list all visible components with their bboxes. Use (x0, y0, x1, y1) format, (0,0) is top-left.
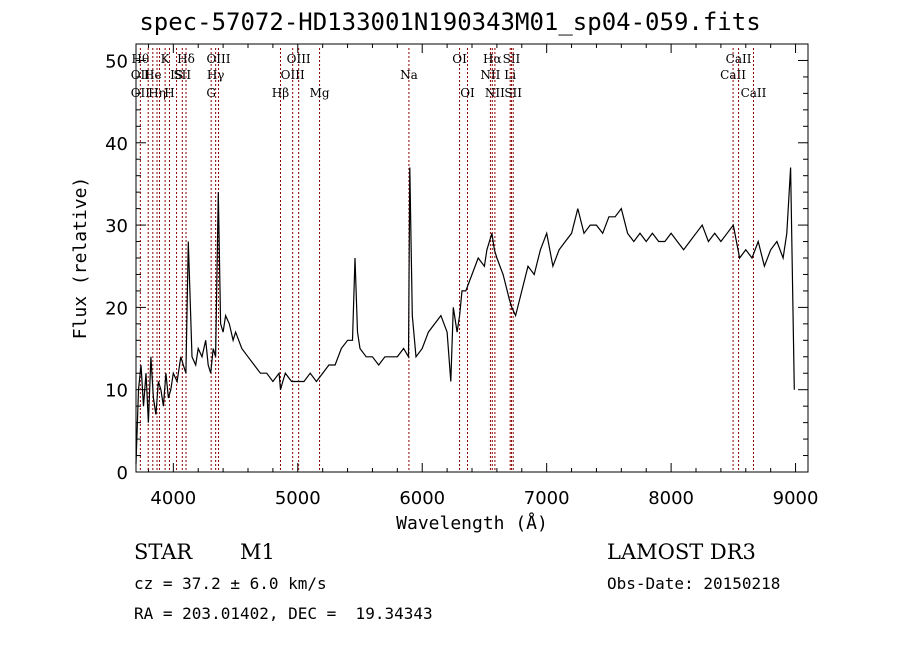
obs-date-label: Obs-Date: 20150218 (607, 574, 781, 593)
y-tick-label: 10 (105, 381, 128, 402)
spectral-line-label: CaII (720, 68, 746, 82)
spectral-line-label: NII (480, 68, 500, 82)
object-subclass: M1 (240, 540, 275, 564)
spectral-line-label: Li (504, 68, 516, 82)
spectral-line-label: Na (400, 68, 418, 82)
x-tick-label: 5000 (275, 488, 321, 509)
x-tick-label: 6000 (399, 488, 445, 509)
spectral-line-label: Hγ (207, 68, 225, 82)
x-tick-label: 4000 (150, 488, 196, 509)
spectral-line-label: SII (173, 68, 191, 82)
y-tick-label: 40 (105, 134, 128, 155)
x-tick-label: 7000 (524, 488, 570, 509)
spectral-line-label: H (164, 86, 174, 100)
x-tick-label: 9000 (773, 488, 819, 509)
spectral-line-label: SII (503, 52, 521, 66)
x-axis-label: Wavelength (Å) (396, 512, 548, 534)
spectral-line-label: NII (485, 86, 505, 100)
survey-label: LAMOST DR3 (607, 540, 756, 564)
spectral-line-label: OI (452, 52, 467, 66)
plot-frame (135, 43, 809, 473)
spectral-line-label: OIII (281, 68, 305, 82)
y-axis-label: Flux (relative) (70, 177, 91, 340)
chart-title: spec-57072-HD133001N190343M01_sp04-059.f… (139, 8, 761, 36)
spectral-line-label: Hδ (177, 52, 195, 66)
spectral-line-label: SII (504, 86, 522, 100)
y-tick-label: 30 (105, 216, 128, 237)
spectral-line-label: Hα (483, 52, 502, 66)
x-tick-label: 8000 (648, 488, 694, 509)
spectral-line-label: Hβ (272, 86, 289, 100)
object-class: STAR (134, 540, 193, 564)
spectral-line-label: CaII (726, 52, 752, 66)
y-tick-label: 0 (117, 463, 128, 484)
spectral-line-label: Hη (148, 86, 166, 100)
spectrum-line (135, 167, 795, 464)
y-tick-label: 50 (105, 51, 128, 72)
spectral-line-label: Mg (310, 86, 330, 100)
spectral-line-label: CaII (741, 86, 767, 100)
spectral-line-label: OII (131, 68, 151, 82)
y-tick-label: 20 (105, 298, 128, 319)
redshift-label: cz = 37.2 ± 6.0 km/s (134, 574, 327, 593)
coords-label: RA = 203.01402, DEC = 19.34343 (134, 604, 433, 623)
spectral-line-label: G (206, 86, 216, 100)
spectral-line-label: IS (170, 68, 183, 82)
spectral-line-label: OIII (287, 52, 311, 66)
spectral-line-label: OII (131, 86, 151, 100)
spectral-line-label: K (161, 52, 171, 66)
spectral-line-label: Hθ (132, 52, 150, 66)
spectral-line-label: OI (460, 86, 475, 100)
spectral-line-label: OIII (206, 52, 230, 66)
spectral-line-label: He (144, 68, 162, 82)
